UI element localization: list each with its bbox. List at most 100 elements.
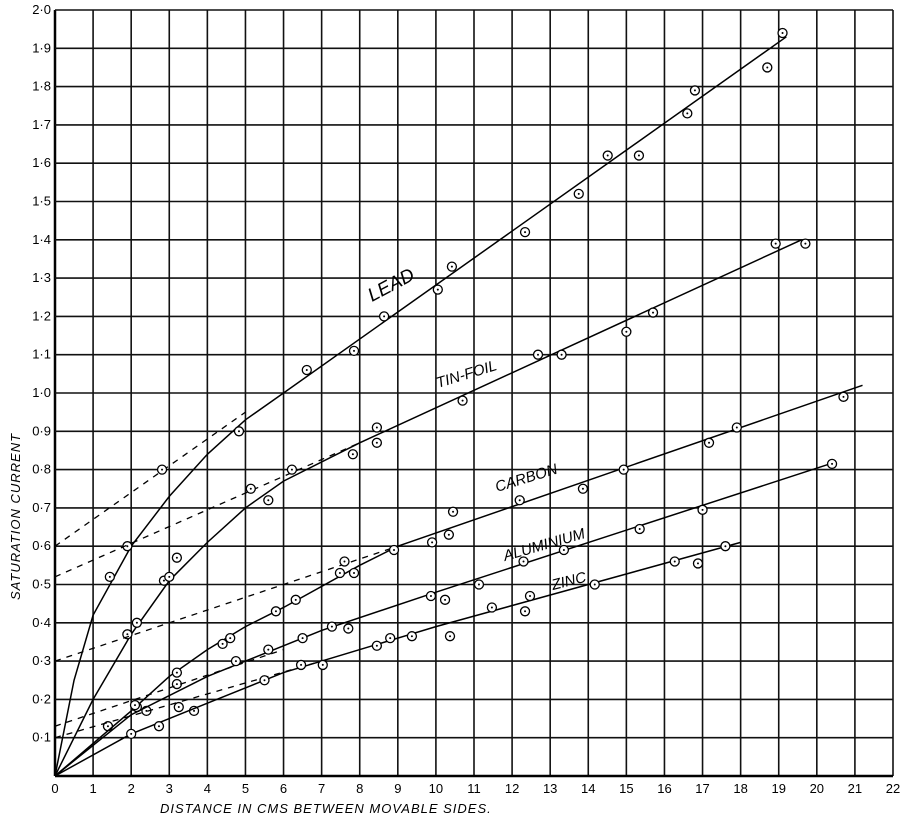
data-point-center <box>175 683 178 686</box>
data-point-center <box>524 231 527 234</box>
data-point-center <box>135 621 138 624</box>
y-tick-label: 1·7 <box>32 117 51 132</box>
data-point-center <box>389 637 392 640</box>
data-point-center <box>638 527 641 530</box>
data-point-center <box>804 242 807 245</box>
data-point-center <box>449 635 452 638</box>
series-label: TIN-FOIL <box>434 357 499 392</box>
x-tick-label: 8 <box>356 781 363 796</box>
y-tick-label: 1·0 <box>32 385 51 400</box>
data-point-center <box>686 112 689 115</box>
x-tick-label: 18 <box>733 781 747 796</box>
data-point-center <box>294 598 297 601</box>
data-point-center <box>593 583 596 586</box>
extrapolation-line <box>54 545 399 662</box>
series-label: ALUMINIUM <box>500 525 587 565</box>
y-tick-label: 1·1 <box>32 347 51 362</box>
data-point-center <box>581 487 584 490</box>
data-point-center <box>375 441 378 444</box>
data-point-center <box>126 633 129 636</box>
data-point-center <box>351 453 354 456</box>
data-point-center <box>106 725 109 728</box>
x-tick-label: 17 <box>695 781 709 796</box>
data-point-center <box>774 242 777 245</box>
x-tick-label: 14 <box>581 781 595 796</box>
series-tin-foil: TIN-FOIL <box>54 238 811 777</box>
data-point-center <box>108 575 111 578</box>
data-point-center <box>393 549 396 552</box>
data-point-center <box>450 265 453 268</box>
x-tick-label: 3 <box>166 781 173 796</box>
data-point-center <box>652 311 655 314</box>
y-tick-label: 0·9 <box>32 423 51 438</box>
data-point-center <box>221 642 224 645</box>
data-point-center <box>301 637 304 640</box>
data-point-center <box>338 572 341 575</box>
data-point-center <box>701 508 704 511</box>
x-tick-label: 4 <box>204 781 211 796</box>
data-point-center <box>267 648 270 651</box>
data-point-center <box>452 510 455 513</box>
data-point-center <box>577 192 580 195</box>
x-tick-label: 16 <box>657 781 671 796</box>
data-point-center <box>606 154 609 157</box>
extrapolation-line <box>54 411 246 547</box>
y-tick-label: 0·2 <box>32 691 51 706</box>
fit-curve <box>54 384 863 777</box>
data-point-center <box>622 468 625 471</box>
y-ticks: 0·1 0·2 0·3 0·4 0·5 0·6 0·7 0·8 0·9 1·0 1·1 1·2 1·3 1… <box>32 2 51 745</box>
series-lead: LEAD <box>54 27 788 777</box>
x-tick-label: 21 <box>848 781 862 796</box>
data-point-center <box>696 562 699 565</box>
data-point-center <box>300 663 303 666</box>
x-tick-label: 11 <box>467 781 481 796</box>
y-tick-label: 2·0 <box>32 2 51 17</box>
data-point-center <box>781 31 784 34</box>
data-point-center <box>161 468 164 471</box>
data-point-center <box>431 541 434 544</box>
data-point-center <box>383 315 386 318</box>
y-tick-label: 1·6 <box>32 155 51 170</box>
data-point-center <box>126 545 129 548</box>
data-point-center <box>693 89 696 92</box>
data-point-center <box>133 704 136 707</box>
x-tick-label: 9 <box>394 781 401 796</box>
y-tick-label: 0·6 <box>32 538 51 553</box>
x-tick-label: 15 <box>619 781 633 796</box>
data-point-center <box>175 671 178 674</box>
x-tick-label: 13 <box>543 781 557 796</box>
fit-curve <box>54 461 837 777</box>
y-tick-label: 1·4 <box>32 232 51 247</box>
data-point-center <box>375 426 378 429</box>
y-tick-label: 1·2 <box>32 308 51 323</box>
data-point-center <box>436 288 439 291</box>
data-point-center <box>193 709 196 712</box>
data-point-center <box>353 349 356 352</box>
data-point-center <box>267 499 270 502</box>
y-tick-label: 0·8 <box>32 462 51 477</box>
x-tick-label: 12 <box>505 781 519 796</box>
fit-curve <box>54 239 802 777</box>
x-tick-label: 20 <box>810 781 824 796</box>
x-axis-label: Distance in cms between movable sides. <box>160 801 492 816</box>
fit-curve <box>54 541 741 777</box>
data-point-center <box>347 627 350 630</box>
data-point-center <box>274 610 277 613</box>
data-point-center <box>562 549 565 552</box>
y-tick-label: 0·7 <box>32 500 51 515</box>
data-point-center <box>353 572 356 575</box>
extrapolation-line <box>54 442 360 578</box>
data-point-center <box>343 560 346 563</box>
x-tick-label: 7 <box>318 781 325 796</box>
y-tick-label: 0·3 <box>32 653 51 668</box>
data-point-center <box>444 598 447 601</box>
data-point-center <box>237 430 240 433</box>
x-tick-label: 2 <box>128 781 135 796</box>
y-tick-label: 0·4 <box>32 615 51 630</box>
x-ticks: 0 1 2 3 4 5 6 7 8 9 10 11 12 13 14 15 16 17 18 19 20 21 22 <box>51 781 900 796</box>
x-tick-label: 6 <box>280 781 287 796</box>
y-tick-label: 1·8 <box>32 79 51 94</box>
data-point-center <box>321 663 324 666</box>
extrapolation-line <box>54 648 284 727</box>
